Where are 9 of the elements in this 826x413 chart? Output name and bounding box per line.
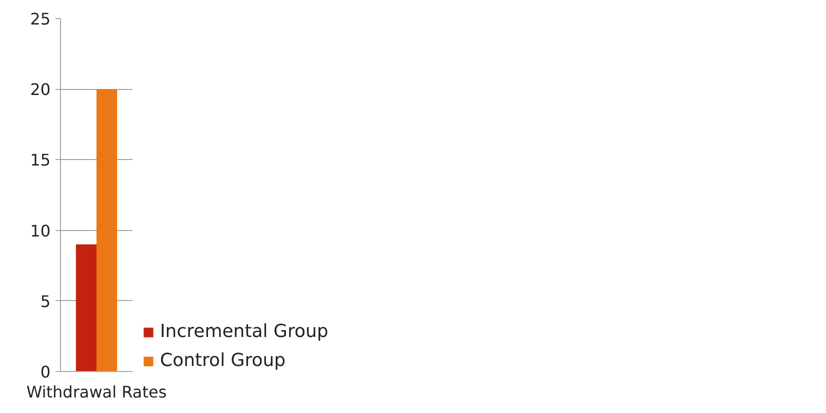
y-tick-label: 20 [30,80,50,100]
x-tick-label: Withdrawal Rates [26,382,167,402]
y-tick-label: 10 [30,221,50,240]
y-tick-label: 5 [40,292,51,311]
y-tick-label: 15 [30,150,50,170]
legend-label: Control Group [160,350,286,371]
legend-label: Incremental Group [160,321,328,342]
y-tick-label: 0 [40,362,51,382]
y-tick-label: 25 [30,10,50,28]
